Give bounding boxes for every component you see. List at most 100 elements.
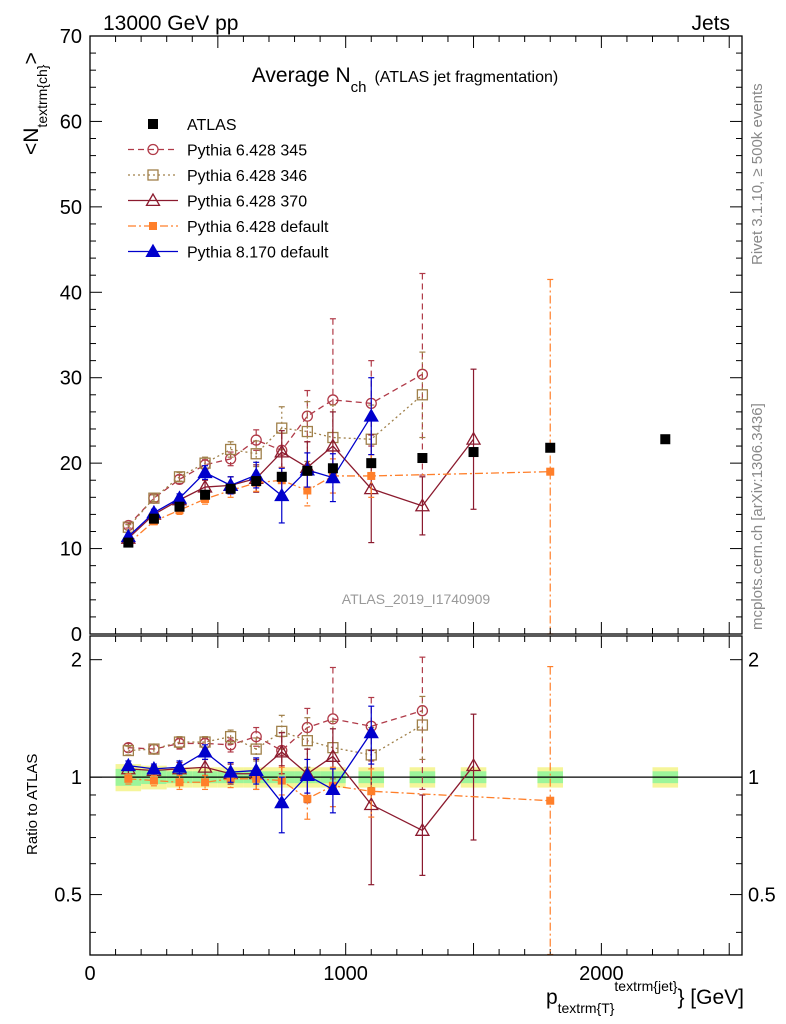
ratio-tick-label-right: 0.5 xyxy=(748,885,776,907)
ratio-point xyxy=(197,759,213,773)
ratio-tick-label: 0.5 xyxy=(54,885,82,907)
ratio-point xyxy=(175,778,184,787)
series-line xyxy=(127,394,423,528)
legend-label: Pythia 6.428 345 xyxy=(187,143,307,160)
data-point xyxy=(173,471,186,483)
y-tick-label: 60 xyxy=(60,111,82,133)
series-4 xyxy=(120,377,379,543)
header-right: Jets xyxy=(691,12,730,35)
ratio-point xyxy=(224,739,237,751)
data-point xyxy=(148,492,160,504)
data-point xyxy=(416,368,429,380)
y-tick-label: 20 xyxy=(60,453,82,475)
ratio-series-3 xyxy=(124,665,555,956)
ratio-point xyxy=(120,757,136,772)
data-point xyxy=(367,471,376,480)
y-tick-label: 70 xyxy=(60,26,82,48)
legend: ATLAS Pythia 6.428 345 Pythia 6.428 346 Pyt… xyxy=(128,117,329,262)
data-point xyxy=(303,486,312,495)
legend-item-4: Pythia 8.170 default xyxy=(128,243,329,262)
ratio-tick-label-right: 2 xyxy=(748,650,759,672)
x-axis-label: ptextrm{T} textrm{jet}} [GeV] xyxy=(546,978,744,1016)
ratio-point xyxy=(248,762,264,777)
ratio-point xyxy=(223,764,239,778)
legend-item-2: Pythia 6.428 370 xyxy=(128,192,307,211)
reference-point xyxy=(123,537,134,548)
reference-point xyxy=(660,434,671,445)
legend-marker xyxy=(147,143,159,156)
reference-point xyxy=(276,471,287,482)
ratio-series-line xyxy=(128,724,423,756)
legend-marker xyxy=(147,169,159,181)
ratio-point xyxy=(367,787,376,796)
rivet-label: Rivet 3.1.10, ≥ 500k events xyxy=(749,83,766,265)
ratio-point xyxy=(171,759,188,773)
main-frame xyxy=(89,35,743,635)
ratio-tick-label: 2 xyxy=(71,650,82,672)
data-point xyxy=(197,464,213,479)
x-tick-label: 1000 xyxy=(323,963,368,985)
ratio-point xyxy=(416,705,429,717)
header-left: 13000 GeV pp xyxy=(103,12,238,35)
series-line xyxy=(127,415,372,538)
legend-label: Pythia 6.428 346 xyxy=(187,168,307,185)
ratio-point xyxy=(465,757,482,772)
x-tick-label: 2000 xyxy=(579,963,624,985)
legend-label: Pythia 6.428 default xyxy=(187,219,329,236)
data-point xyxy=(250,434,262,446)
x-axis-label-sup: textrm{jet} xyxy=(614,978,677,994)
ratio-point xyxy=(146,761,162,775)
data-point xyxy=(224,443,237,456)
data-point xyxy=(274,444,290,458)
data-point xyxy=(546,467,555,476)
legend-marker xyxy=(149,222,157,230)
data-point xyxy=(301,425,313,438)
ratio-point xyxy=(201,778,210,787)
ratio-point xyxy=(250,743,262,755)
ratio-panel: 0 1000 2000 0.5 0.5 1 1 2 2 xyxy=(54,635,776,985)
data-point xyxy=(414,498,431,512)
ratio-tick-label: 1 xyxy=(71,767,82,789)
x-tick-label: 0 xyxy=(84,963,95,985)
y-axis-label-sub: textrm{ch} xyxy=(34,64,50,127)
ratio-point xyxy=(546,796,555,805)
x-axis-label-end: } [GeV] xyxy=(677,986,744,1009)
legend-marker xyxy=(148,119,158,129)
ratio-point xyxy=(299,767,315,781)
plot-title: Average Nch (ATLAS jet fragmentation) xyxy=(252,64,558,96)
reference-point xyxy=(225,483,236,494)
data-point xyxy=(274,487,290,502)
legend-item-1: Pythia 6.428 346 xyxy=(128,168,307,185)
ratio-axis-label: Ratio to ATLAS xyxy=(24,754,41,855)
labels: 13000 GeV pp Jets Average Nch (ATLAS jet … xyxy=(20,12,766,1016)
reference-point xyxy=(468,447,479,458)
y-axis-label-end: > xyxy=(20,52,43,64)
plot-title-sub: ch xyxy=(351,79,367,96)
reference-series xyxy=(123,434,671,548)
reference-point xyxy=(174,501,185,512)
ratio-point xyxy=(327,713,339,725)
main-panel: 0 10 20 30 40 50 60 70 xyxy=(60,26,743,955)
data-point xyxy=(325,438,341,452)
ratio-point xyxy=(274,794,290,809)
legend-item-reference: ATLAS xyxy=(148,117,237,134)
reference-point xyxy=(251,476,262,487)
legend-label: Pythia 8.170 default xyxy=(187,245,329,262)
ratio-point xyxy=(122,744,135,757)
data-point xyxy=(325,469,341,484)
data-point xyxy=(416,389,429,401)
ratio-point xyxy=(416,719,429,731)
reference-point xyxy=(302,465,313,476)
ratio-point xyxy=(363,724,379,739)
ratio-point xyxy=(124,774,133,783)
y-tick-label: 0 xyxy=(71,624,82,646)
ratio-frame xyxy=(89,635,743,956)
ratio-point xyxy=(301,721,313,734)
legend-marker xyxy=(145,192,161,207)
reference-point xyxy=(200,489,211,500)
data-point xyxy=(250,448,262,460)
y-tick-label: 30 xyxy=(60,368,82,390)
ratio-tick-label-right: 1 xyxy=(748,767,759,789)
ratio-point xyxy=(303,794,312,803)
